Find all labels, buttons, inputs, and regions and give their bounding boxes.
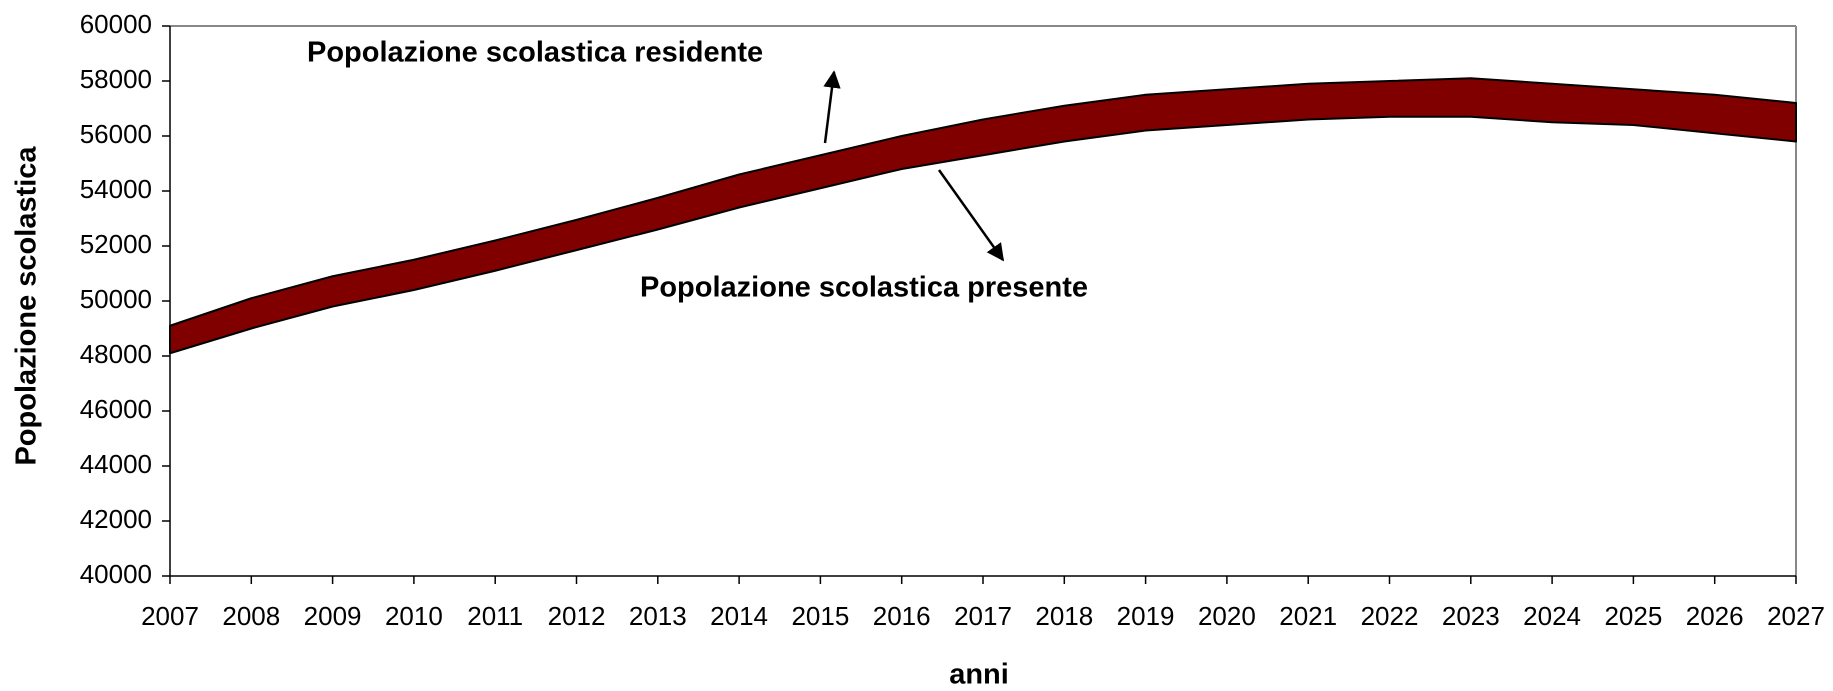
x-tick-label: 2026 xyxy=(1686,601,1744,631)
y-tick-label: 46000 xyxy=(80,394,152,424)
x-tick-label: 2024 xyxy=(1523,601,1581,631)
x-tick-label: 2014 xyxy=(710,601,768,631)
x-tick-label: 2017 xyxy=(954,601,1012,631)
y-tick-label: 50000 xyxy=(80,284,152,314)
x-tick-label: 2011 xyxy=(467,601,523,631)
x-tick-label: 2013 xyxy=(629,601,687,631)
x-tick-label: 2025 xyxy=(1604,601,1662,631)
x-tick-label: 2023 xyxy=(1442,601,1500,631)
x-tick-label: 2020 xyxy=(1198,601,1256,631)
x-tick-label: 2016 xyxy=(873,601,931,631)
annotation-arrow xyxy=(823,70,841,144)
x-tick-label: 2012 xyxy=(548,601,606,631)
x-tick-label: 2015 xyxy=(791,601,849,631)
y-tick-label: 60000 xyxy=(80,9,152,39)
y-tick-label: 52000 xyxy=(80,229,152,259)
x-tick-label: 2008 xyxy=(222,601,280,631)
series-annotation: Popolazione scolastica presente xyxy=(640,272,1088,304)
y-tick-label: 42000 xyxy=(80,504,152,534)
x-tick-label: 2021 xyxy=(1279,601,1337,631)
x-tick-label: 2019 xyxy=(1117,601,1175,631)
y-tick-label: 44000 xyxy=(80,449,152,479)
band-area xyxy=(169,77,1797,355)
y-tick-label: 58000 xyxy=(80,64,152,94)
x-tick-label: 2022 xyxy=(1361,601,1419,631)
x-tick-label: 2010 xyxy=(385,601,443,631)
x-tick-label: 2009 xyxy=(304,601,362,631)
annotation-arrow xyxy=(937,169,1005,262)
y-axis-label: Popolazione scolastica xyxy=(11,146,43,466)
y-tick-label: 54000 xyxy=(80,174,152,204)
x-tick-label: 2018 xyxy=(1035,601,1093,631)
y-tick-label: 40000 xyxy=(80,559,152,589)
y-tick-label: 48000 xyxy=(80,339,152,369)
series-annotation: Popolazione scolastica residente xyxy=(307,37,763,69)
y-tick-label: 56000 xyxy=(80,119,152,149)
x-axis-label: anni xyxy=(949,659,1009,691)
x-tick-label: 2007 xyxy=(141,601,199,631)
x-tick-label: 2027 xyxy=(1767,601,1825,631)
